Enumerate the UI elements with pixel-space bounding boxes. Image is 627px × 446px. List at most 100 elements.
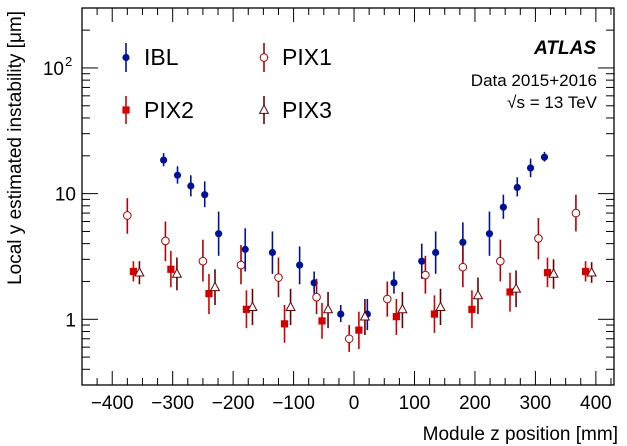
marker-filled-circle xyxy=(432,248,440,257)
marker-filled-square xyxy=(129,267,137,276)
marker-filled-square xyxy=(167,265,175,273)
marker-filled-circle xyxy=(485,230,494,238)
data-point xyxy=(435,288,446,326)
data-point xyxy=(359,299,371,335)
data-point xyxy=(496,239,505,282)
marker-open-circle xyxy=(458,262,468,272)
marker-filled-circle xyxy=(173,171,182,179)
data-point xyxy=(432,231,440,274)
legend-label: PIX1 xyxy=(282,44,332,70)
marker-filled-circle xyxy=(160,156,168,164)
data-point xyxy=(236,245,246,285)
x-tick-label: 100 xyxy=(399,393,431,414)
marker-open-triangle xyxy=(247,301,258,312)
marker-open-triangle xyxy=(209,281,221,292)
marker-open-triangle xyxy=(359,310,371,321)
legend: IBL PIX1 PIX2 PIX3 xyxy=(122,43,332,124)
marker-filled-circle xyxy=(526,164,535,172)
data-point xyxy=(123,198,132,234)
data-point xyxy=(499,194,507,219)
marker-open-circle xyxy=(236,260,246,270)
data-point xyxy=(586,262,597,283)
data-point xyxy=(312,278,321,315)
data-point xyxy=(296,246,304,285)
marker-filled-circle xyxy=(296,261,304,269)
marker-filled-circle xyxy=(390,279,398,287)
marker-filled-circle xyxy=(122,53,130,62)
marker-open-triangle xyxy=(285,301,296,312)
marker-open-triangle xyxy=(171,267,183,278)
marker-filled-circle xyxy=(201,191,209,199)
marker-filled-square xyxy=(205,290,213,298)
data-point xyxy=(397,291,408,329)
data-point xyxy=(526,158,535,178)
legend-entry-pix2: PIX2 xyxy=(122,96,194,124)
marker-filled-square xyxy=(468,305,476,313)
marker-open-circle xyxy=(534,234,543,243)
legend-label: PIX2 xyxy=(144,97,194,123)
marker-filled-circle xyxy=(459,238,467,246)
data-point xyxy=(242,290,251,329)
data-point xyxy=(247,288,258,326)
y-axis-label: Local y estimated instability [μm] xyxy=(5,11,26,285)
data-point xyxy=(318,302,326,339)
data-point xyxy=(285,288,296,326)
data-point xyxy=(513,177,521,197)
series-pix1 xyxy=(123,194,581,352)
data-point xyxy=(187,175,195,197)
data-point xyxy=(468,290,476,329)
marker-open-triangle xyxy=(134,266,145,277)
series-pix2 xyxy=(129,250,590,350)
data-point xyxy=(543,257,552,288)
legend-entry-pix3: PIX3 xyxy=(258,96,332,124)
data-point xyxy=(392,299,400,335)
data-point xyxy=(134,261,145,285)
data-point xyxy=(540,151,549,162)
data-point xyxy=(344,325,354,352)
marker-open-triangle xyxy=(258,104,270,114)
data-point xyxy=(274,257,283,298)
data-point xyxy=(201,181,209,208)
x-tick-label: −200 xyxy=(212,393,255,414)
marker-open-circle xyxy=(571,208,581,218)
marker-filled-square xyxy=(280,320,289,328)
marker-filled-circle xyxy=(513,183,521,192)
data-points xyxy=(123,151,597,352)
marker-filled-square xyxy=(506,288,514,296)
marker-open-circle xyxy=(123,211,132,220)
marker-filled-circle xyxy=(187,182,195,190)
marker-open-triangle xyxy=(397,303,408,314)
marker-open-circle xyxy=(496,256,505,266)
marker-filled-circle xyxy=(215,230,223,238)
marker-filled-circle xyxy=(418,257,426,265)
data-point xyxy=(355,311,363,350)
marker-filled-square xyxy=(581,267,590,276)
marker-filled-circle xyxy=(337,310,345,318)
data-point xyxy=(209,269,221,305)
marker-filled-square xyxy=(122,106,130,114)
marker-filled-square xyxy=(318,317,326,325)
data-point xyxy=(337,304,345,323)
x-tick-label: −300 xyxy=(151,393,194,414)
legend-label: IBL xyxy=(144,44,179,70)
legend-entry-pix1: PIX1 xyxy=(259,43,332,72)
marker-open-triangle xyxy=(510,282,522,293)
data-point xyxy=(215,211,223,256)
x-tick-label: 400 xyxy=(580,393,612,414)
marker-open-circle xyxy=(274,273,283,282)
data-point xyxy=(458,246,468,288)
marker-filled-square xyxy=(392,313,400,321)
marker-open-circle xyxy=(259,53,269,62)
x-tick-label: 0 xyxy=(349,393,360,414)
data-point xyxy=(430,295,439,333)
data-point xyxy=(171,257,183,291)
marker-filled-circle xyxy=(268,248,277,257)
data-point xyxy=(390,271,398,294)
marker-open-triangle xyxy=(435,301,446,312)
marker-open-circle xyxy=(161,236,170,246)
data-point xyxy=(241,228,249,272)
y-tick-label: 10 xyxy=(43,59,64,80)
legend-entry-ibl: IBL xyxy=(122,43,179,72)
marker-filled-square xyxy=(355,326,363,334)
data-point xyxy=(421,255,430,294)
